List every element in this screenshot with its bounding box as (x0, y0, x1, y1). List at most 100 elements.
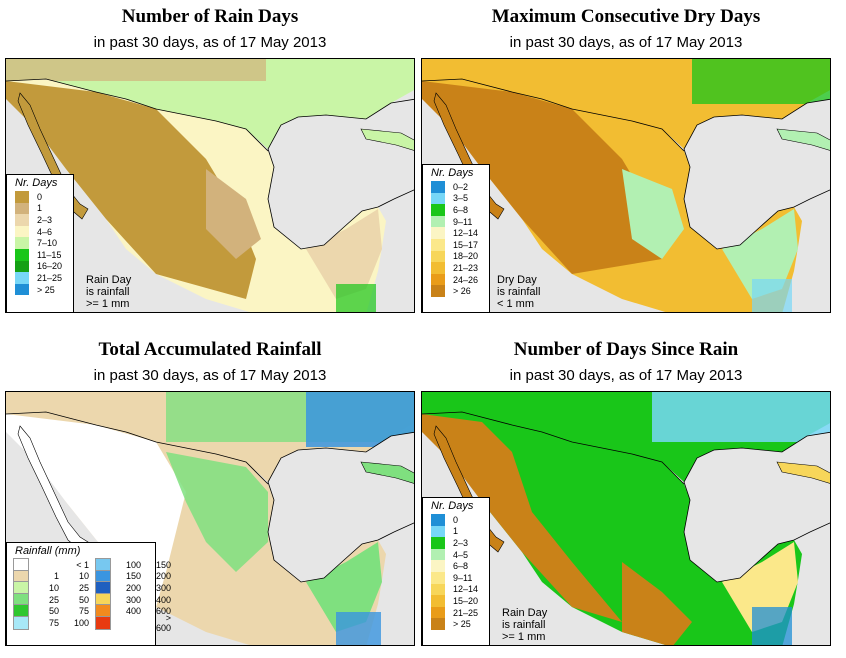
legend-label: 6–8 (453, 204, 469, 215)
legend: Nr. Days 0 1 2–3 4–6 7–10 11–15 16–20 21–25 > 25 (6, 174, 74, 312)
legend-item: 24–26 (423, 273, 489, 286)
legend-label: 9–11 (453, 216, 473, 227)
map-rain-days: Nr. Days 0 1 2–3 4–6 7–10 11–15 16–20 21–25 > 25… (5, 58, 415, 313)
legend-swatch (431, 227, 445, 239)
map-graphic (6, 59, 414, 312)
panel-title: Maximum Consecutive Dry Days (491, 6, 761, 27)
legend-swatch (431, 238, 445, 251)
legend-swatch (431, 571, 445, 584)
note-line: Rain Day (86, 274, 132, 286)
legend-item: 21–25 (7, 272, 73, 284)
legend-swatch (431, 514, 445, 526)
note-line: is rainfall (502, 619, 546, 631)
legend-label: 3–5 (453, 193, 469, 204)
legend-label: 2–3 (37, 214, 53, 225)
map-graphic (422, 392, 830, 645)
note-line: Dry Day (497, 274, 537, 286)
legend-item: 18–20 (423, 250, 489, 263)
legend-swatch (431, 525, 445, 538)
panel-title: Total Accumulated Rainfall (98, 339, 322, 360)
legend-item: 16–20 (7, 260, 73, 273)
legend-label: 21–25 (37, 272, 63, 283)
legend-swatch (15, 283, 29, 296)
legend-item: 75 100 (13, 615, 89, 630)
legend-item: 1 (7, 202, 73, 215)
legend-swatch (431, 181, 445, 193)
legend-title: Nr. Days (15, 177, 58, 189)
legend-range-low: 50 (48, 606, 59, 617)
legend-label: 12–14 (453, 228, 479, 239)
legend-item: 4–5 (423, 548, 489, 561)
legend-label: 12–14 (453, 584, 479, 595)
legend-item: > 600 (95, 613, 171, 633)
legend-range-high: 50 (78, 594, 89, 605)
legend-item: 1 (423, 525, 489, 538)
map-graphic (422, 59, 830, 312)
legend-label: 4–5 (453, 549, 469, 560)
legend-swatch (15, 260, 29, 273)
legend-swatch (13, 615, 29, 630)
legend-swatch (15, 272, 29, 284)
legend-label: > 25 (453, 619, 471, 630)
legend-title: Nr. Days (431, 500, 474, 512)
legend-item: 50 75 (13, 604, 89, 618)
legend-swatch (431, 548, 445, 561)
legend-swatch (431, 583, 445, 596)
legend-range-low: 400 (125, 606, 141, 617)
legend-item: 2–3 (423, 537, 489, 549)
legend-label: 16–20 (37, 261, 63, 272)
legend-item: 12–14 (423, 583, 489, 596)
legend-range-low: 100 (125, 559, 141, 570)
legend-range-high: 25 (78, 582, 89, 593)
legend-label: 15–17 (453, 239, 479, 250)
legend: Nr. Days 0–2 3–5 6–8 9–11 12–14 15–17 18–20 21–… (422, 164, 490, 312)
map-days-since-rain: Nr. Days 0 1 2–3 4–5 6–8 9–11 12–14 15–20 21–25 >… (421, 391, 831, 646)
legend-item: > 25 (7, 283, 73, 296)
legend-label: 24–26 (453, 274, 479, 285)
legend-item: 0 (7, 191, 73, 203)
legend-item: 6–8 (423, 204, 489, 216)
note-line: is rainfall (497, 286, 541, 298)
legend-title: Nr. Days (431, 167, 474, 179)
legend-range-high: 600 (155, 606, 171, 617)
legend-item: 15–20 (423, 595, 489, 607)
legend-swatch (15, 237, 29, 249)
legend-range-low: 300 (125, 594, 141, 605)
legend-swatch (431, 595, 445, 607)
note-line: < 1 mm (497, 298, 534, 310)
legend-item: 21–25 (423, 606, 489, 619)
legend-item: 0 (423, 514, 489, 526)
legend-swatch (431, 560, 445, 572)
legend-note: Rain Day is rainfall >= 1 mm (502, 607, 547, 643)
legend-label: 0 (453, 514, 459, 525)
legend-item: 400 600 (95, 604, 171, 618)
legend-range-low: 10 (48, 582, 59, 593)
legend-item: 9–11 (423, 571, 489, 584)
legend-item: 21–23 (423, 262, 489, 274)
legend-rows: < 1 100 150 1 10 150 200 10 25 200 300 25 50 300 400 50… (7, 558, 171, 633)
legend-swatch (431, 537, 445, 549)
legend-label: 2–3 (453, 537, 469, 548)
legend-item: 7–10 (7, 237, 73, 249)
panel-subtitle: in past 30 days, as of 17 May 2013 (509, 367, 743, 384)
legend-item: 0–2 (423, 181, 489, 193)
legend-item: 3–5 (423, 192, 489, 205)
legend-note: Dry Day is rainfall < 1 mm (497, 274, 540, 310)
legend-range-high: 400 (155, 594, 171, 605)
legend-item: 300 400 (95, 592, 171, 607)
legend-range-high: < 1 (76, 559, 89, 570)
legend-swatch (15, 202, 29, 215)
legend-item: 12–14 (423, 227, 489, 239)
legend-label: > 26 (453, 286, 471, 297)
map-total-rainfall: Rainfall (mm) < 1 100 150 1 10 150 200 10 25 200 3… (5, 391, 415, 646)
legend-label: 4–6 (37, 226, 53, 237)
legend-swatch (431, 285, 445, 297)
legend-rows: 0–2 3–5 6–8 9–11 12–14 15–17 18–20 21–23 24–26 > … (423, 181, 489, 297)
legend-label: 21–25 (453, 607, 479, 618)
legend-item: 11–15 (7, 248, 73, 261)
legend-swatch (95, 615, 111, 630)
legend: Rainfall (mm) < 1 100 150 1 10 150 200 10 25 200 3… (6, 542, 171, 645)
legend-label: 18–20 (453, 251, 479, 262)
legend-label: 11–15 (37, 249, 62, 260)
legend-range-low: 75 (48, 617, 59, 628)
